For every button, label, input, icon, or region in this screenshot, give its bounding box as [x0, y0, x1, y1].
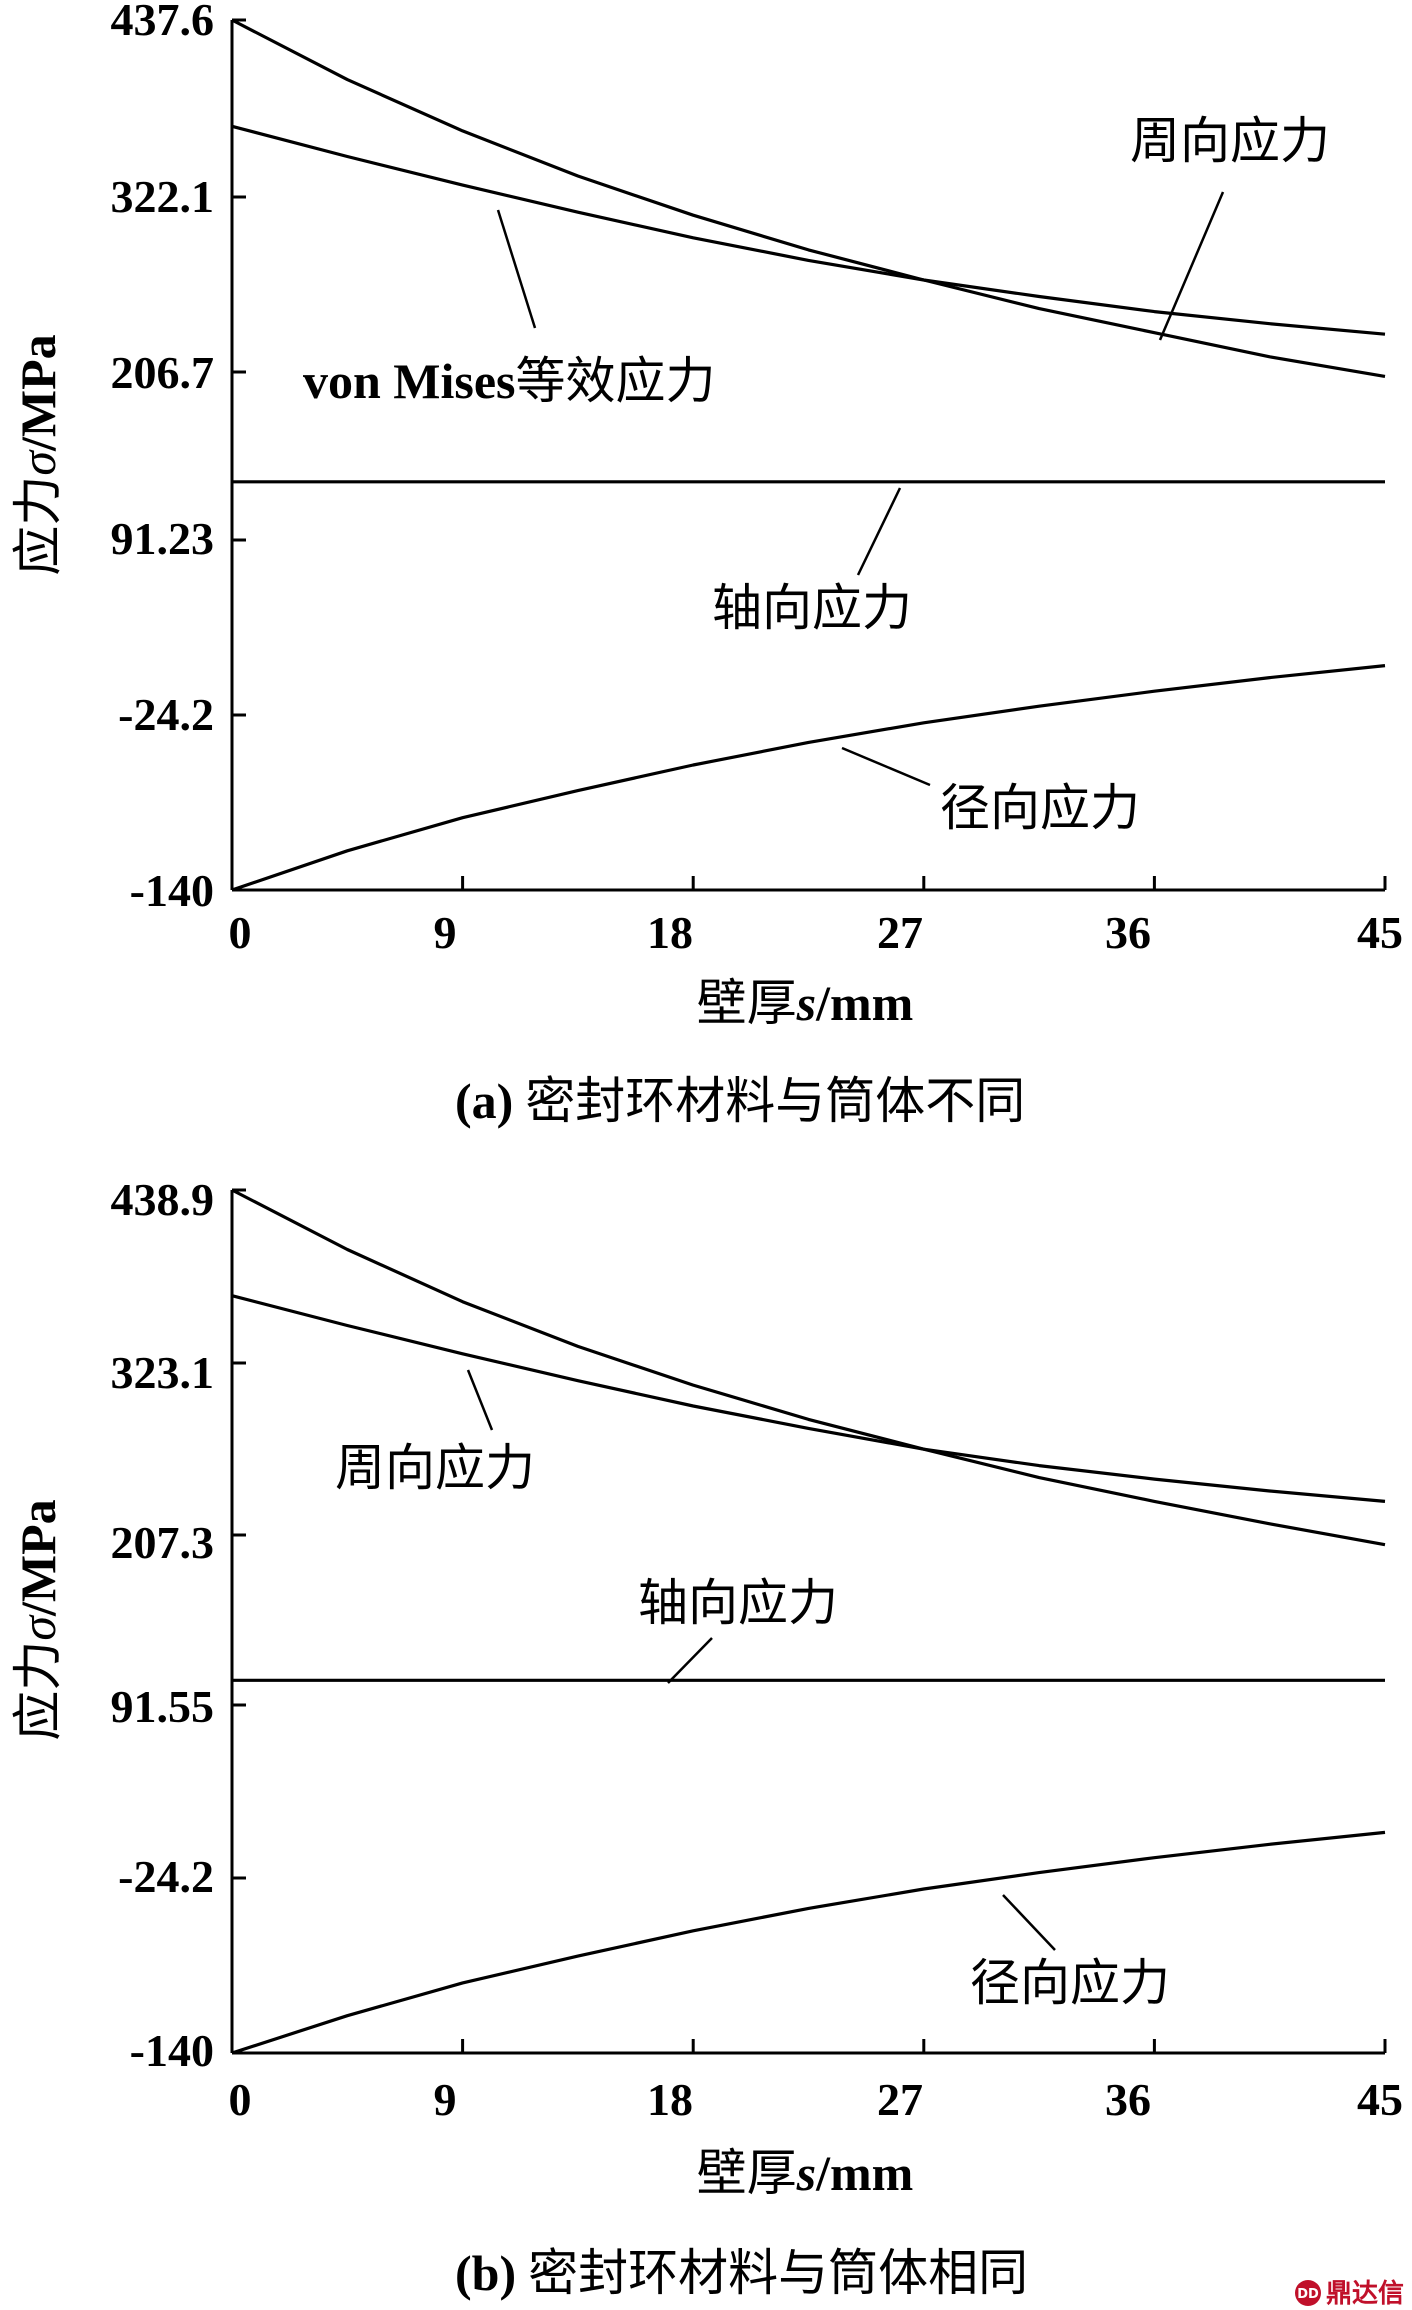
y-axis-title-symbol: σ [10, 449, 66, 476]
caption-prefix: (b) [455, 2245, 516, 2301]
caption-text: 密封环材料与筒体相同 [528, 2244, 1028, 2302]
panel-a-y-tick-label: 206.7 [111, 347, 215, 398]
panel-b-y-tick-label: 438.9 [111, 1174, 215, 1225]
panel-a-annotation-axial: 轴向应力 [712, 579, 912, 637]
y-axis-title-unit: /MPa [10, 1499, 66, 1617]
panel-b-x-tick-label: 27 [877, 2074, 923, 2125]
panel-a-leader-radial [841, 746, 931, 787]
panel-b-y-tick-label: 323.1 [111, 1347, 215, 1398]
panel-a-x-tick-label: 0 [229, 907, 252, 958]
panel-b-annotation-radial: 径向应力 [970, 1954, 1170, 2012]
panel-a-y-axis-title: 应力σ/MPa [9, 334, 67, 575]
panel-a-x-tick-label: 9 [434, 907, 457, 958]
panel-b-series [231, 1188, 1386, 2055]
panel-a-y-tick-label: 322.1 [111, 171, 215, 222]
panel-b-annotation-hoop: 周向应力 [335, 1439, 535, 1497]
panel-a-series [231, 18, 1386, 892]
watermark-logo-icon [1295, 2280, 1321, 2306]
panel-b-leader-axial [667, 1637, 713, 1684]
panel-b-series-line-1 [231, 1294, 1386, 1503]
annotation-cjk: 等效应力 [516, 352, 716, 410]
x-axis-title-symbol: s [796, 975, 816, 1031]
x-axis-title-unit: /mm [815, 2145, 913, 2201]
panel-b-x-tick-label: 0 [229, 2074, 252, 2125]
y-axis-title-symbol: σ [10, 1614, 66, 1641]
panel-a-ticks [230, 18, 1387, 892]
caption-text: 密封环材料与筒体不同 [525, 1072, 1025, 1130]
panel-b-annotation-axial: 轴向应力 [638, 1574, 838, 1632]
watermark: DD 鼎达信 [1295, 2279, 1404, 2309]
panel-a-y-tick-label: 91.23 [111, 513, 215, 564]
panel-a-x-tick-label: 18 [647, 907, 693, 958]
panel-b-y-tick-label: 207.3 [111, 1517, 215, 1568]
panel-b-ticks [230, 1188, 1387, 2055]
panel-a-y-tick-label: 437.6 [111, 0, 215, 45]
panel-a-annotation-radial: 径向应力 [940, 779, 1140, 837]
panel-a-x-tick-label: 27 [877, 907, 923, 958]
panel-a-y-tick-label: -24.2 [118, 689, 214, 740]
panel-a-leader-axial [856, 487, 902, 576]
panel-b-y-tick-label: -24.2 [118, 1851, 214, 1902]
panel-a-series-line-0 [231, 18, 1386, 378]
panel-b-y-tick-label: -140 [130, 2025, 214, 2076]
panel-b: 438.9 323.1 207.3 91.55 -24.2 -140 0 9 1… [9, 1174, 1403, 2302]
panel-a-x-tick-label: 45 [1357, 907, 1403, 958]
panel-b-x-axis-title: 壁厚s/mm [697, 2144, 914, 2202]
watermark-text: 鼎达信 [1326, 2279, 1404, 2309]
watermark-logo-letters: DD [1297, 2287, 1319, 2302]
annotation-latin: von Mises [303, 353, 516, 409]
panel-a: 437.6 322.1 206.7 91.23 -24.2 -140 0 9 1… [9, 0, 1403, 1130]
panel-a-x-tick-label: 36 [1105, 907, 1151, 958]
panel-a-x-axis-title: 壁厚s/mm [697, 974, 914, 1032]
panel-b-x-tick-label: 18 [647, 2074, 693, 2125]
panel-b-series-line-3 [231, 1830, 1386, 2055]
x-axis-title-symbol: s [796, 2145, 816, 2201]
panel-b-y-tick-label: 91.55 [111, 1681, 215, 1732]
panel-b-y-axis-title: 应力σ/MPa [9, 1499, 67, 1740]
caption-prefix: (a) [455, 1073, 513, 1129]
x-axis-title-cjk: 壁厚 [697, 974, 797, 1032]
x-axis-title-cjk: 壁厚 [697, 2144, 797, 2202]
panel-b-leader-hoop [466, 1369, 494, 1431]
x-axis-title-unit: /mm [815, 975, 913, 1031]
panel-a-series-line-3 [231, 664, 1386, 892]
panel-b-series-line-0 [231, 1188, 1386, 1547]
panel-a-leader-von-mises [496, 209, 537, 329]
panel-b-caption: (b) 密封环材料与筒体相同 [455, 2244, 1028, 2302]
panel-a-series-line-1 [231, 124, 1386, 336]
panel-a-annotation-von-mises: von Mises等效应力 [303, 352, 716, 410]
panel-a-caption: (a) 密封环材料与筒体不同 [455, 1072, 1025, 1130]
panel-b-x-tick-label: 9 [434, 2074, 457, 2125]
panel-b-x-tick-label: 45 [1357, 2074, 1403, 2125]
y-axis-title-cjk: 应力 [9, 476, 67, 576]
panel-a-leader-hoop [1158, 191, 1225, 341]
panel-a-y-tick-label: -140 [130, 865, 214, 916]
panel-a-annotation-hoop: 周向应力 [1130, 112, 1330, 170]
panel-b-x-tick-label: 36 [1105, 2074, 1151, 2125]
y-axis-title-cjk: 应力 [9, 1641, 67, 1741]
panel-b-leader-radial [1002, 1894, 1056, 1951]
y-axis-title-unit: /MPa [10, 334, 66, 452]
